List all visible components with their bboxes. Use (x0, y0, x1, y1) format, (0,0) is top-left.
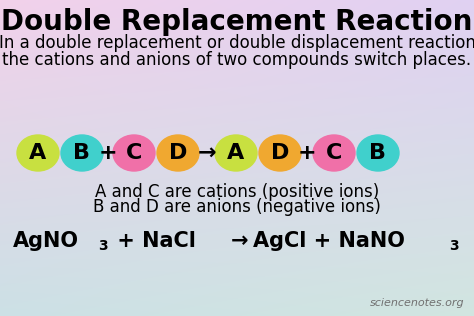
Text: +: + (298, 143, 316, 163)
Ellipse shape (17, 135, 59, 171)
Ellipse shape (113, 135, 155, 171)
Text: the cations and anions of two compounds switch places.: the cations and anions of two compounds … (2, 51, 472, 69)
Text: B and D are anions (negative ions): B and D are anions (negative ions) (93, 198, 381, 216)
Text: →: → (198, 143, 216, 163)
Text: →: → (230, 231, 248, 251)
Text: AgCl + NaNO: AgCl + NaNO (253, 231, 405, 251)
Text: D: D (271, 143, 289, 163)
Ellipse shape (157, 135, 199, 171)
Text: In a double replacement or double displacement reaction: In a double replacement or double displa… (0, 34, 474, 52)
Text: A and C are cations (positive ions): A and C are cations (positive ions) (95, 183, 379, 201)
Text: Double Replacement Reaction: Double Replacement Reaction (1, 8, 473, 36)
Text: A: A (29, 143, 46, 163)
Text: sciencenotes.org: sciencenotes.org (370, 298, 465, 308)
Text: 3: 3 (98, 239, 108, 253)
Text: D: D (169, 143, 187, 163)
Ellipse shape (61, 135, 103, 171)
Text: +: + (99, 143, 117, 163)
Ellipse shape (313, 135, 355, 171)
Ellipse shape (357, 135, 399, 171)
Ellipse shape (259, 135, 301, 171)
Text: B: B (370, 143, 386, 163)
Text: A: A (228, 143, 245, 163)
Text: C: C (126, 143, 142, 163)
Text: 3: 3 (449, 239, 458, 253)
Text: AgNO: AgNO (13, 231, 79, 251)
Text: B: B (73, 143, 91, 163)
Text: + NaCl: + NaCl (110, 231, 203, 251)
Text: C: C (326, 143, 342, 163)
Ellipse shape (215, 135, 257, 171)
